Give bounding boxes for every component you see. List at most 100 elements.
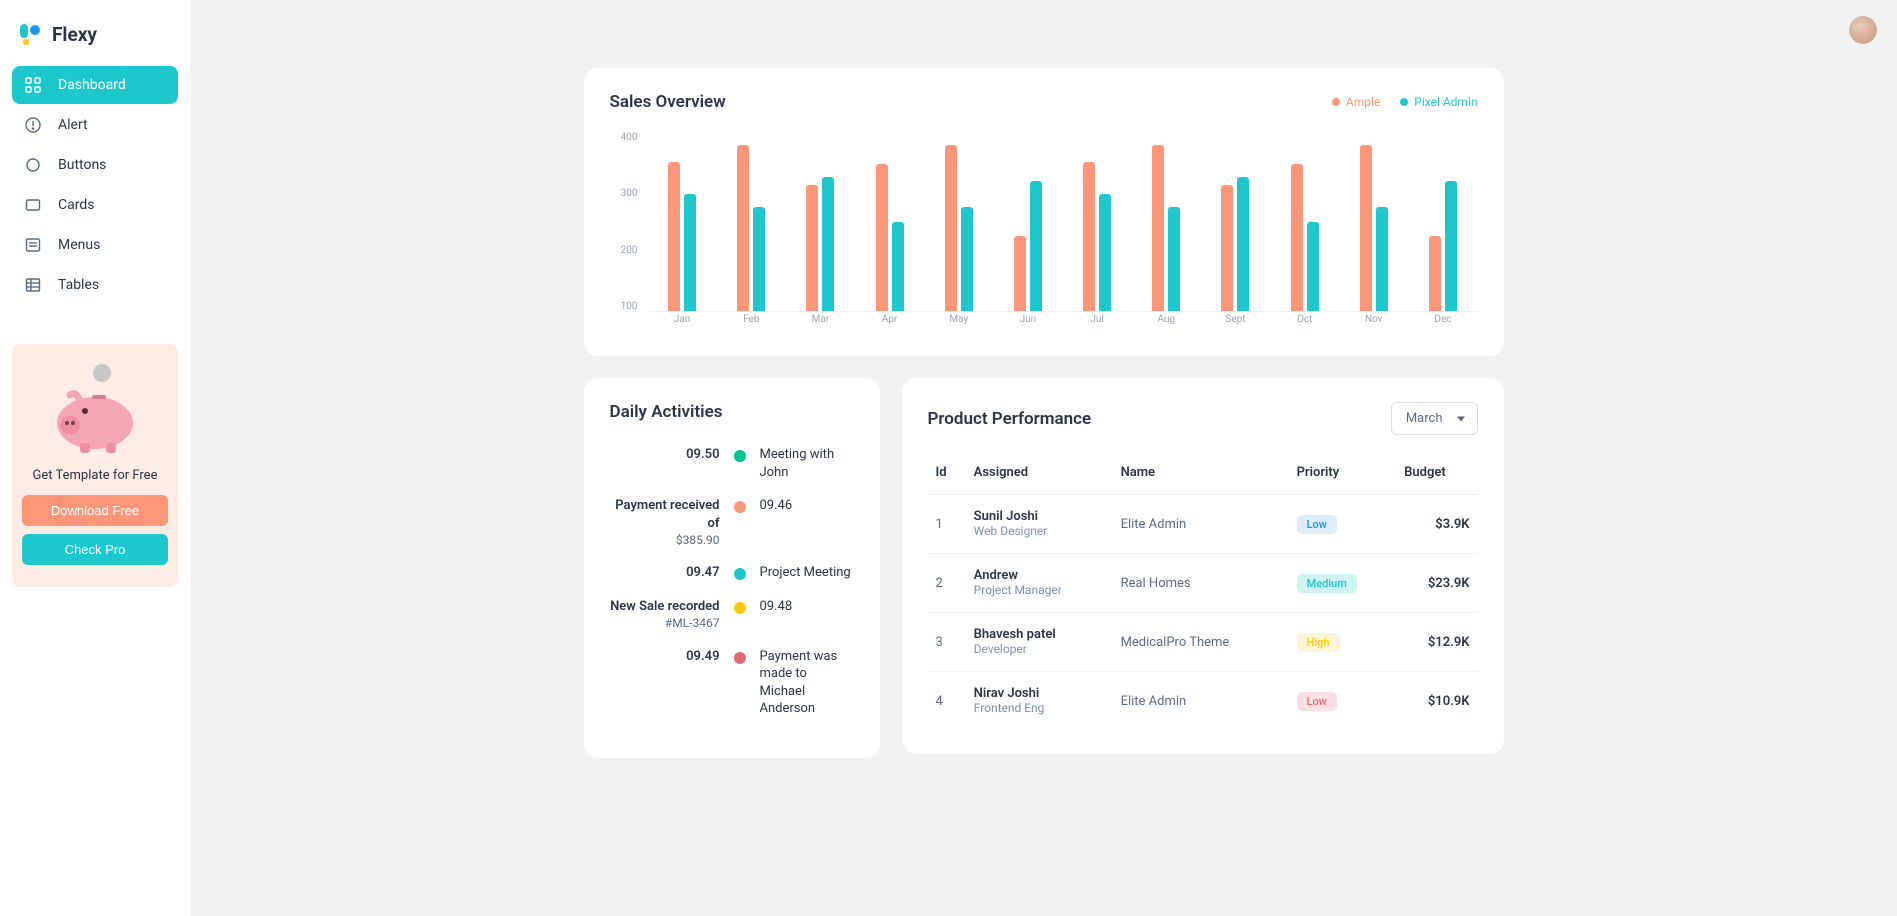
table-header: Budget	[1396, 455, 1477, 495]
legend-dot	[1332, 98, 1340, 106]
activity-right: 09.48	[760, 598, 854, 616]
chart-month-group	[1132, 132, 1201, 311]
sales-overview-card: Sales Overview Ample Pixel Admin 40030020…	[584, 68, 1504, 356]
cell-id: 3	[928, 613, 966, 672]
chart-bar	[806, 185, 818, 311]
cell-name: Real Homes	[1113, 554, 1289, 613]
chart-bar	[1429, 236, 1441, 311]
activity-right: Project Meeting	[760, 564, 854, 582]
legend-label: Ample	[1346, 95, 1380, 109]
chart-bar	[1360, 145, 1372, 311]
activity-left: New Sale recorded#ML-3467	[610, 598, 720, 632]
sidebar-item-dashboard[interactable]: Dashboard	[12, 66, 178, 104]
activity-item: 09.50 Meeting with John	[610, 446, 854, 481]
chart-month-group	[786, 132, 855, 311]
promo-card: Get Template for Free Download Free Chec…	[12, 344, 178, 587]
sidebar-item-buttons[interactable]: Buttons	[12, 146, 178, 184]
chart-x-axis: JanFebMarAprMayJunJulAugSeptOctNovDec	[648, 314, 1478, 332]
activity-right: Meeting with John	[760, 446, 854, 481]
legend-item: Ample	[1332, 95, 1380, 109]
legend-dot	[1400, 98, 1408, 106]
cell-id: 2	[928, 554, 966, 613]
table-row: 3 Bhavesh patelDeveloper MedicalPro Them…	[928, 613, 1478, 672]
chart-bar	[737, 145, 749, 311]
activity-left: 09.50	[610, 446, 720, 464]
chart-bar	[1168, 207, 1180, 311]
sidebar-item-cards[interactable]: Cards	[12, 186, 178, 224]
cell-priority: Low	[1289, 495, 1397, 554]
chart-bar	[822, 177, 834, 311]
chart-bar	[684, 194, 696, 311]
activity-dot	[734, 652, 746, 664]
activity-item: 09.49 Payment was made to Michael Anders…	[610, 648, 854, 718]
chart-bar	[1099, 194, 1111, 311]
table-row: 1 Sunil JoshiWeb Designer Elite Admin Lo…	[928, 495, 1478, 554]
chart-legend: Ample Pixel Admin	[1332, 95, 1478, 109]
chart-bar	[892, 222, 904, 312]
sidebar-item-tables[interactable]: Tables	[12, 266, 178, 304]
activity-left: 09.47	[610, 564, 720, 582]
activity-item: Payment received of$385.90 09.46	[610, 497, 854, 548]
chart-month-group	[993, 132, 1062, 311]
brand-name: Flexy	[52, 23, 97, 46]
sidebar-item-menus[interactable]: Menus	[12, 226, 178, 264]
chart-month-group	[924, 132, 993, 311]
activities-list: 09.50 Meeting with John Payment received…	[610, 446, 854, 718]
menu-icon	[24, 236, 42, 254]
sidebar-item-label: Dashboard	[58, 77, 126, 93]
cell-name: MedicalPro Theme	[1113, 613, 1289, 672]
cell-budget: $10.9K	[1396, 672, 1477, 731]
activity-dot	[734, 501, 746, 513]
table-row: 2 AndrewProject Manager Real Homes Mediu…	[928, 554, 1478, 613]
download-free-button[interactable]: Download Free	[22, 495, 168, 526]
cell-budget: $23.9K	[1396, 554, 1477, 613]
daily-activities-card: Daily Activities 09.50 Meeting with John…	[584, 378, 880, 758]
chart-bar	[945, 145, 957, 311]
table-row: 4 Nirav JoshiFrontend Eng Elite Admin Lo…	[928, 672, 1478, 731]
table-header: Assigned	[966, 455, 1113, 495]
cell-assigned: AndrewProject Manager	[966, 554, 1113, 613]
user-avatar[interactable]	[1849, 16, 1877, 44]
table-header: Name	[1113, 455, 1289, 495]
activity-right: Payment was made to Michael Anderson	[760, 648, 854, 718]
chart-month-group	[1339, 132, 1408, 311]
activity-left: 09.49	[610, 648, 720, 666]
chart-bar	[753, 207, 765, 311]
chart-bar	[1152, 145, 1164, 311]
legend-label: Pixel Admin	[1414, 95, 1477, 109]
month-filter-select[interactable]: March	[1391, 402, 1478, 435]
chart-month-group	[1063, 132, 1132, 311]
chart-bar	[876, 164, 888, 311]
sales-chart: 400300200100 JanFebMarAprMayJunJulAugSep…	[610, 132, 1478, 332]
cell-assigned: Bhavesh patelDeveloper	[966, 613, 1113, 672]
legend-item: Pixel Admin	[1400, 95, 1477, 109]
activity-dot	[734, 568, 746, 580]
sidebar-item-label: Menus	[58, 237, 100, 253]
activity-item: 09.47 Project Meeting	[610, 564, 854, 582]
cell-name: Elite Admin	[1113, 495, 1289, 554]
table-icon	[24, 276, 42, 294]
chart-month-group	[1270, 132, 1339, 311]
piggy-bank-icon	[22, 358, 168, 458]
cell-priority: Medium	[1289, 554, 1397, 613]
activity-right: 09.46	[760, 497, 854, 515]
activity-dot	[734, 450, 746, 462]
cell-id: 4	[928, 672, 966, 731]
chart-bar	[1445, 181, 1457, 311]
main-content: Sales Overview Ample Pixel Admin 40030020…	[190, 0, 1897, 916]
brand-logo[interactable]: Flexy	[12, 18, 178, 66]
sidebar-item-label: Cards	[58, 197, 94, 213]
circle-icon	[24, 156, 42, 174]
product-performance-card: Product Performance March IdAssignedName…	[902, 378, 1504, 754]
check-pro-button[interactable]: Check Pro	[22, 534, 168, 565]
table-header: Id	[928, 455, 966, 495]
chart-month-group	[717, 132, 786, 311]
activity-item: New Sale recorded#ML-3467 09.48	[610, 598, 854, 632]
sidebar-item-alert[interactable]: Alert	[12, 106, 178, 144]
alert-icon	[24, 116, 42, 134]
performance-table: IdAssignedNamePriorityBudget 1 Sunil Jos…	[928, 455, 1478, 730]
card-icon	[24, 196, 42, 214]
sales-overview-title: Sales Overview	[610, 92, 726, 112]
activity-dot	[734, 602, 746, 614]
chart-month-group	[855, 132, 924, 311]
